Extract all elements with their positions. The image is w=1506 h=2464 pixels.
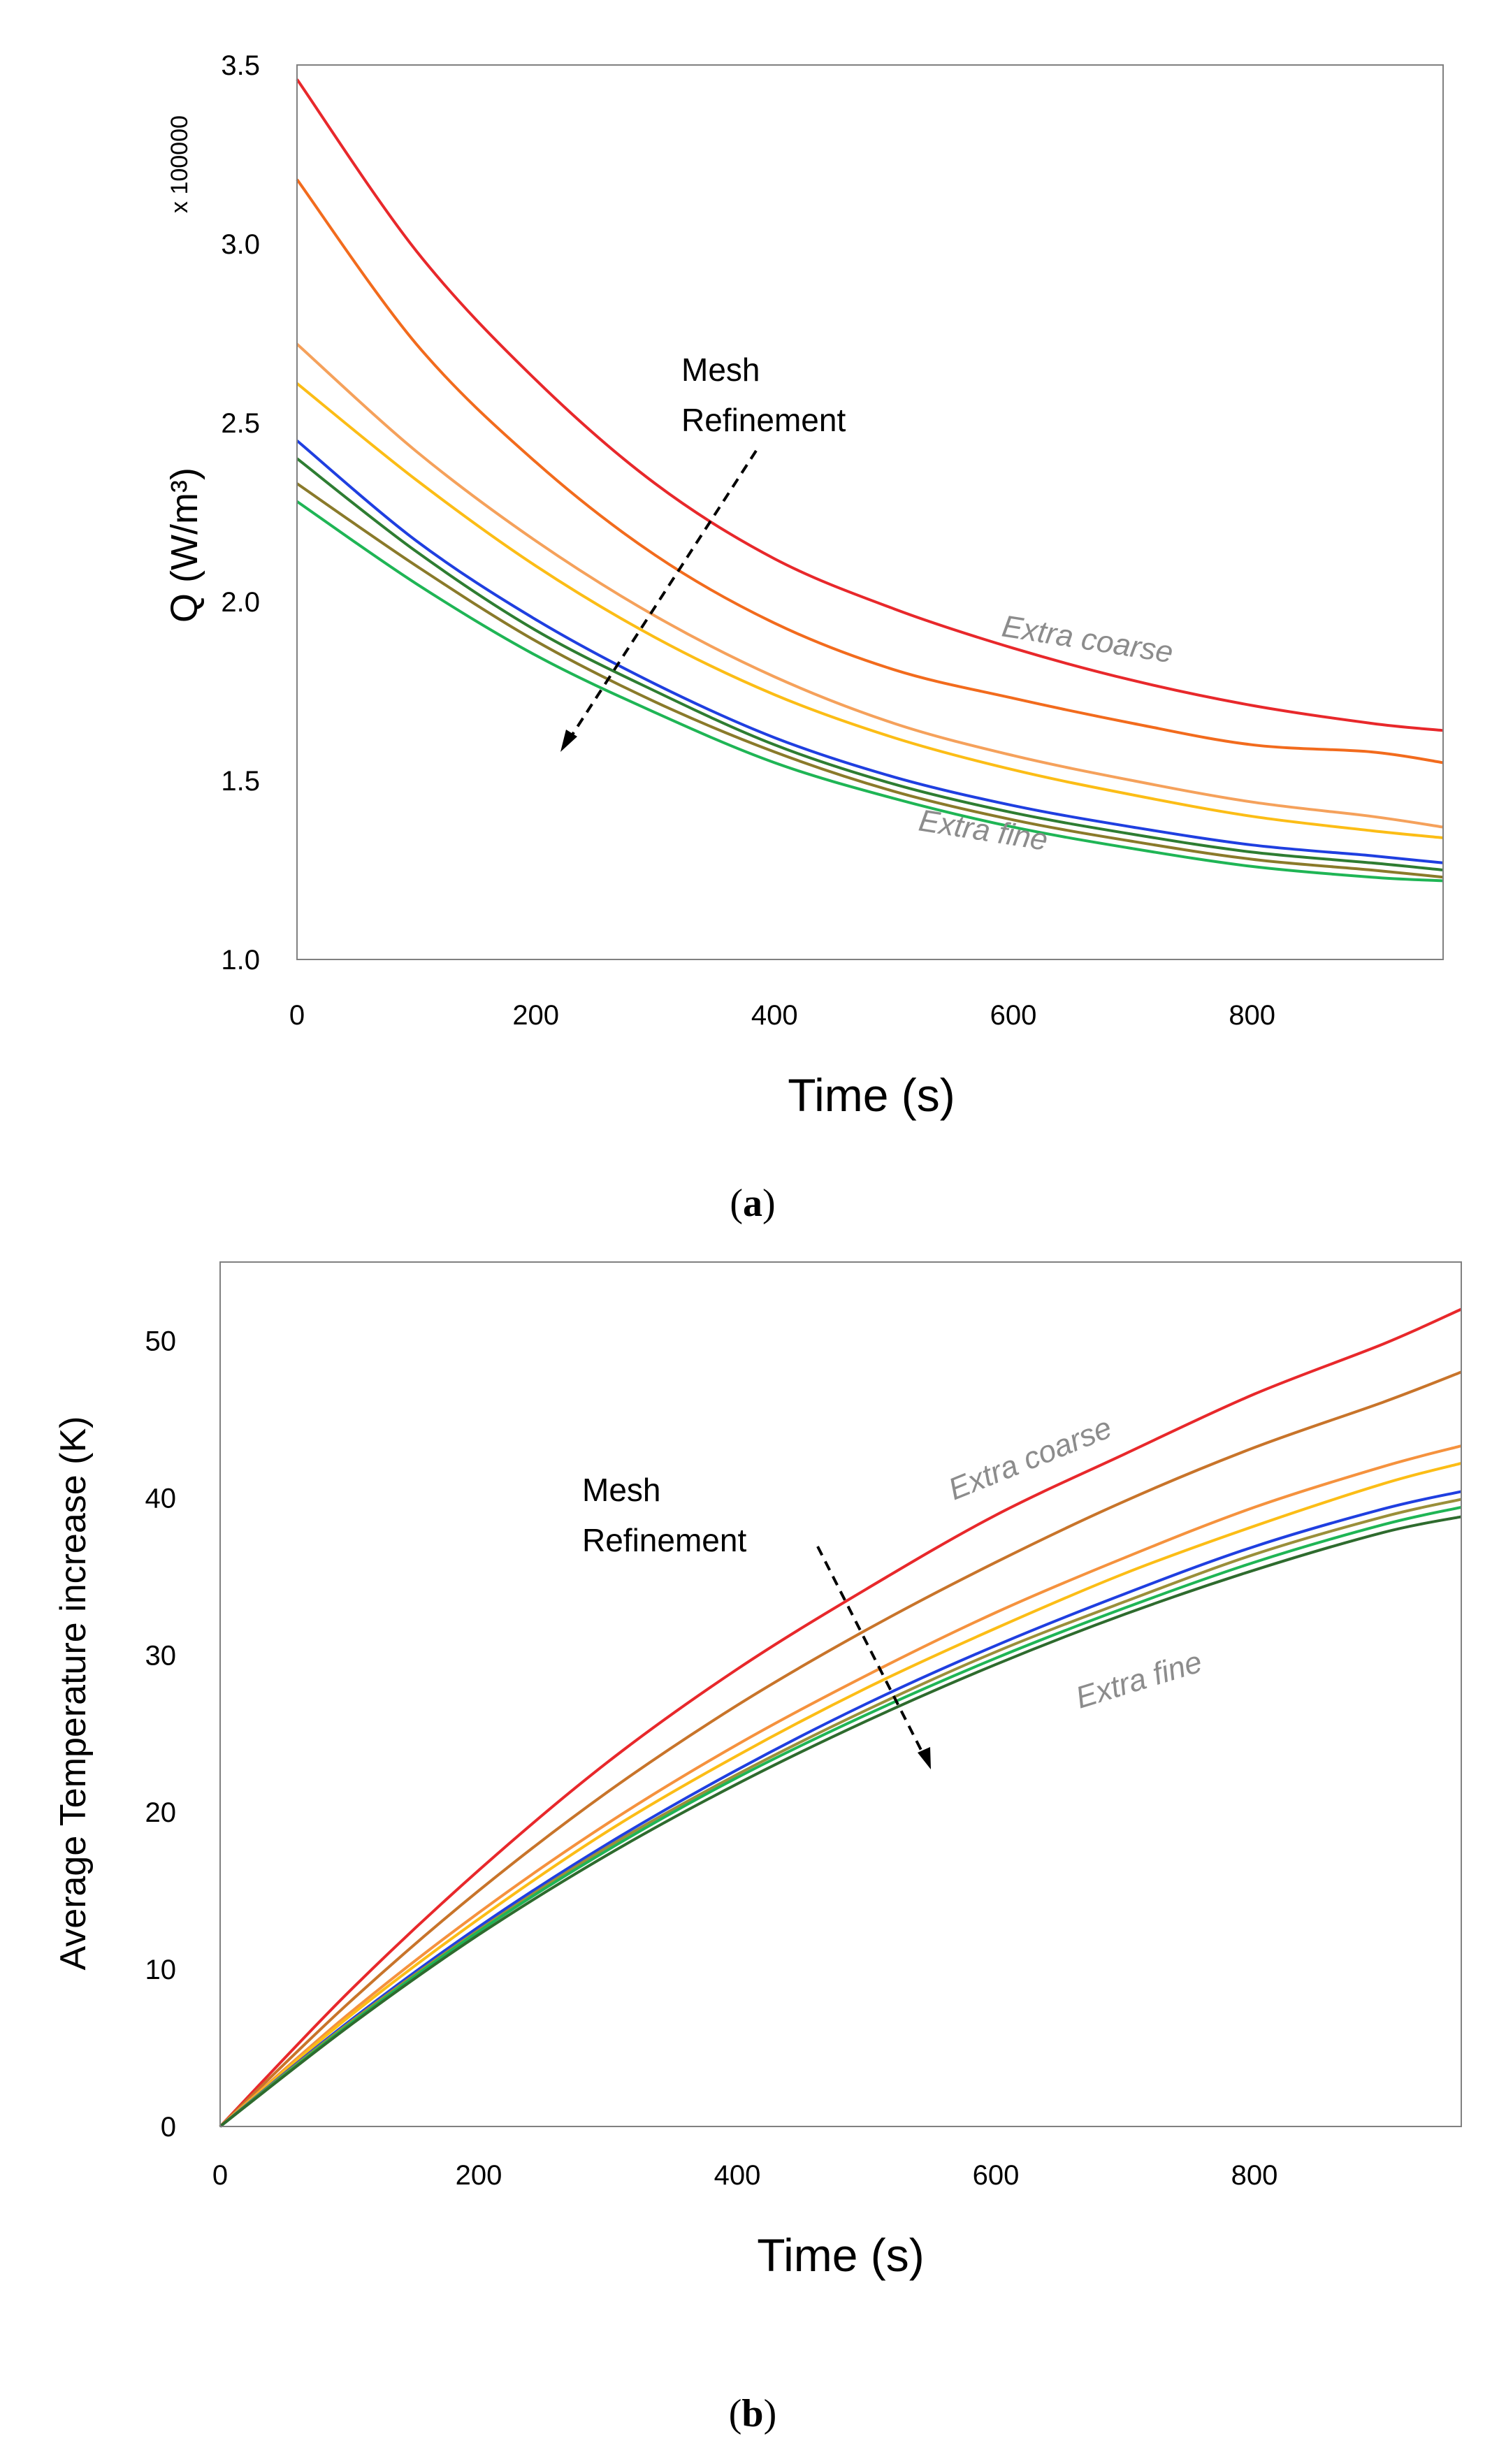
panel-b-y-tick-label: 20 bbox=[145, 1797, 177, 1828]
panel-a-caption: (a) bbox=[730, 1182, 775, 1225]
panel-a-chart: 1.0 1.5 2.0 2.5 3.0 3.5 0 200 400 600 800 x 10000… bbox=[164, 50, 1444, 1225]
panel-b-x-tick-label: 200 bbox=[456, 2160, 502, 2191]
panel-a-x-tick-label: 400 bbox=[751, 1000, 798, 1031]
panel-b-y-tick-label: 30 bbox=[145, 1640, 177, 1671]
panel-a-plot-frame bbox=[296, 64, 1444, 960]
panel-a-annotation-line-2: Refinement bbox=[681, 402, 846, 438]
panel-b-x-tick-label: 0 bbox=[212, 2160, 228, 2191]
panel-b-series-line-4 bbox=[219, 1461, 1462, 2128]
panel-a-x-tick-label: 600 bbox=[990, 1000, 1037, 1031]
panel-b-annotation-line-1: Mesh bbox=[582, 1472, 660, 1508]
panel-a-y-tick-label: 1.5 bbox=[221, 766, 260, 797]
panel-b-plot-frame bbox=[219, 1261, 1462, 2127]
panel-a-y-multiplier: x 100000 bbox=[166, 115, 193, 213]
panel-b-y-ticks: 0 10 20 30 40 50 bbox=[145, 1326, 177, 2143]
panel-b-y-tick-label: 10 bbox=[145, 1955, 177, 1985]
panel-a-x-tick-label: 800 bbox=[1229, 1000, 1275, 1031]
panel-a-series-line-6 bbox=[296, 457, 1444, 871]
panel-a-series-line-2 bbox=[296, 178, 1444, 764]
panel-a-series-line-4 bbox=[296, 382, 1444, 839]
panel-a-y-axis-label: Q (W/m³) bbox=[164, 468, 205, 623]
panel-a-series-line-7 bbox=[296, 482, 1444, 879]
panel-b-caption: (b) bbox=[729, 2392, 776, 2435]
panel-a-y-tick-label: 2.0 bbox=[221, 587, 260, 618]
panel-b-x-axis-label: Time (s) bbox=[757, 2229, 925, 2281]
panel-b-series-line-8 bbox=[219, 1515, 1462, 2128]
panel-b-y-tick-label: 0 bbox=[161, 2112, 176, 2143]
panel-b-x-ticks: 0 200 400 600 800 bbox=[212, 2160, 1278, 2191]
panel-a-x-ticks: 0 200 400 600 800 bbox=[289, 1000, 1275, 1031]
panel-a-y-tick-label: 3.5 bbox=[221, 50, 260, 81]
panel-b-chart: 0 10 20 30 40 50 0 200 400 600 800 Average Temper… bbox=[53, 1261, 1462, 2435]
panel-a-y-tick-label: 1.0 bbox=[221, 945, 260, 976]
panel-b-y-axis-label: Average Temperature increase (K) bbox=[53, 1416, 94, 1971]
panel-b-x-tick-label: 800 bbox=[1231, 2160, 1278, 2191]
panel-a-y-tick-label: 2.5 bbox=[221, 408, 260, 439]
panel-b-series-line-3 bbox=[219, 1444, 1462, 2128]
panel-b-annotation-line-2: Refinement bbox=[582, 1522, 746, 1558]
panel-a-x-tick-label: 0 bbox=[289, 1000, 305, 1031]
panel-a-caption-letter: a bbox=[743, 1182, 762, 1225]
panel-b-series-group bbox=[219, 1307, 1462, 2128]
panel-a-series-line-8 bbox=[296, 500, 1444, 883]
panel-a-x-axis-label: Time (s) bbox=[788, 1069, 955, 1121]
panel-b-caption-letter: b bbox=[741, 2392, 763, 2435]
panel-a-series-line-1 bbox=[296, 78, 1444, 732]
panel-b-series-line-7 bbox=[219, 1505, 1462, 2128]
panel-a-series-line-5 bbox=[296, 440, 1444, 864]
panel-b-x-tick-label: 400 bbox=[714, 2160, 761, 2191]
panel-b-series-line-5 bbox=[219, 1490, 1462, 2128]
panel-a-annotation-line-1: Mesh bbox=[681, 352, 760, 388]
panel-b-series-line-1 bbox=[219, 1307, 1462, 2128]
panel-a-x-tick-label: 200 bbox=[512, 1000, 559, 1031]
panel-a-series-group bbox=[296, 78, 1444, 883]
panel-a-refinement-arrow bbox=[560, 449, 758, 752]
panel-b-series-line-2 bbox=[219, 1370, 1462, 2128]
panel-b-y-tick-label: 40 bbox=[145, 1483, 177, 1514]
panel-a-series-line-3 bbox=[296, 342, 1444, 829]
panel-b-refinement-arrow bbox=[816, 1546, 931, 1769]
panel-a-y-tick-label: 3.0 bbox=[221, 229, 260, 260]
panel-b-y-tick-label: 50 bbox=[145, 1326, 177, 1357]
panel-b-x-tick-label: 600 bbox=[973, 2160, 1020, 2191]
panel-a-y-ticks: 1.0 1.5 2.0 2.5 3.0 3.5 bbox=[221, 50, 260, 976]
